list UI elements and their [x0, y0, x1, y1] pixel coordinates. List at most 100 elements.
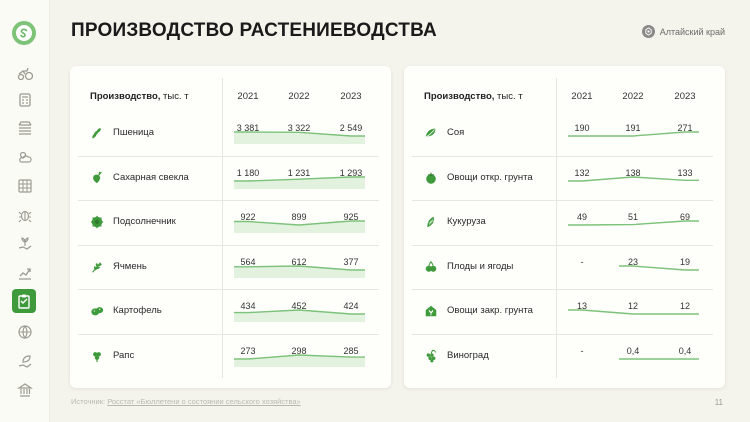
sparkline-line [234, 175, 365, 182]
sparkline-line [568, 131, 699, 137]
tractor-icon [17, 67, 33, 81]
table-header-label: Производство, тыс. т [90, 91, 189, 102]
bug-icon [18, 210, 32, 223]
header-bold: Производство, [90, 91, 161, 102]
sparkline-line [234, 264, 365, 271]
production-table-left: Производство, тыс. т 2021 2022 2023 Пшеница 3… [70, 66, 391, 388]
column-divider [556, 78, 557, 378]
trend-sparkline [234, 353, 365, 367]
calculator-icon [19, 93, 31, 107]
sidebar-calculator-button[interactable] [15, 90, 35, 110]
year-header-2022: 2022 [288, 91, 310, 102]
value-2023: 0,4 [678, 345, 692, 356]
growth-chart-icon [19, 268, 31, 280]
sidebar-grid-button[interactable] [15, 176, 35, 196]
crop-name: Соя [447, 127, 465, 138]
sparkline-line [234, 220, 365, 226]
value-2023: 1 293 [339, 167, 363, 178]
header-unit: тыс. т [160, 91, 189, 102]
value-2022: 298 [291, 345, 307, 356]
crop-name: Овощи закр. грунта [447, 305, 533, 316]
value-2022: 12 [627, 301, 638, 311]
region-label: Алтайский край [641, 25, 725, 38]
sparkline-area [234, 221, 365, 233]
trend-sparkline [568, 175, 699, 182]
value-2023: 19 [679, 256, 690, 267]
value-2022: 612 [291, 256, 307, 267]
row-divider [78, 244, 379, 246]
sidebar-globe-button[interactable] [15, 322, 35, 342]
beet-icon [93, 171, 102, 183]
fruit-icon [425, 260, 437, 272]
crop-name: Кукуруза [447, 216, 486, 227]
soy-icon [425, 128, 436, 137]
row-divider [78, 289, 379, 290]
globe-icon [18, 325, 32, 339]
leaf-hand-icon [18, 355, 32, 368]
region-emblem-icon [641, 25, 655, 38]
row-divider [412, 289, 713, 290]
production-table-right: Производство, тыс. т 2021 2022 2023 Соя 190 19… [404, 66, 725, 388]
value-2021: 190 [574, 123, 590, 133]
year-header-2023: 2023 [340, 91, 362, 102]
crop-name: Овощи откр. грунта [447, 171, 533, 183]
trend-sparkline [568, 309, 699, 315]
trend-sparkline [234, 131, 365, 144]
value-2022: 138 [625, 167, 641, 178]
source-link[interactable]: Росстат «Бюллетени о состоянии сельского… [107, 397, 301, 406]
page-title: ПРОИЗВОДСТВО РАСТЕНИЕВОДСТВА [71, 20, 437, 41]
value-2022: 51 [627, 212, 638, 222]
value-2023: 271 [677, 123, 693, 133]
sparkline-line [619, 264, 699, 271]
year-header-2021: 2021 [237, 91, 259, 102]
grapes-icon [426, 349, 436, 362]
row-divider [78, 200, 379, 201]
value-2022: 3 322 [287, 123, 311, 133]
trend-sparkline [234, 175, 365, 189]
sidebar-bank-button[interactable] [15, 380, 35, 400]
grid-icon [18, 179, 32, 193]
sidebar-leaf-hand-button[interactable] [15, 351, 35, 371]
value-2021: 49 [576, 212, 587, 222]
value-2021: 1 180 [236, 167, 260, 178]
value-2023: 424 [343, 301, 359, 311]
value-2023: 12 [679, 301, 690, 311]
sidebar-tractor-button[interactable] [15, 63, 35, 83]
value-2022: 452 [291, 301, 307, 311]
field-icon [18, 121, 32, 135]
crop-name: Подсолнечник [113, 216, 176, 227]
crop-name: Ячмень [113, 260, 147, 272]
year-header-2021: 2021 [571, 91, 593, 102]
value-2022: 23 [627, 256, 638, 267]
sidebar-field-button[interactable] [15, 118, 35, 138]
barley-icon [92, 261, 102, 273]
value-2022: 899 [291, 212, 307, 222]
row-divider [412, 200, 713, 201]
sidebar-hand-plant-button[interactable] [15, 234, 35, 254]
potato-icon [91, 307, 104, 316]
logo[interactable] [12, 21, 36, 45]
greenhouse-icon [425, 305, 437, 317]
sidebar-clipboard-button[interactable] [12, 289, 36, 313]
crop-name: Пшеница [113, 127, 155, 138]
trend-sparkline [568, 220, 699, 226]
sparkline-area [234, 132, 365, 144]
trend-sparkline [619, 357, 699, 360]
crop-name: Виноград [447, 349, 489, 361]
sidebar-growth-chart-button[interactable] [15, 263, 35, 283]
region-name: Алтайский край [659, 26, 725, 37]
value-2021: 13 [576, 301, 587, 311]
table-header-label: Производство, тыс. т [424, 91, 523, 102]
row-divider [78, 333, 379, 335]
sidebar-weather-button[interactable] [15, 147, 35, 167]
row-divider [412, 155, 713, 157]
value-2021: 132 [574, 167, 590, 178]
row-divider [78, 155, 379, 157]
value-2021: 922 [240, 212, 256, 222]
sparkline-line [568, 175, 699, 182]
value-2023: 2 549 [339, 123, 363, 133]
value-2022: 0,4 [626, 345, 640, 356]
bank-icon [17, 383, 33, 397]
page-number: 11 [714, 398, 723, 407]
sidebar-bug-button[interactable] [15, 205, 35, 225]
